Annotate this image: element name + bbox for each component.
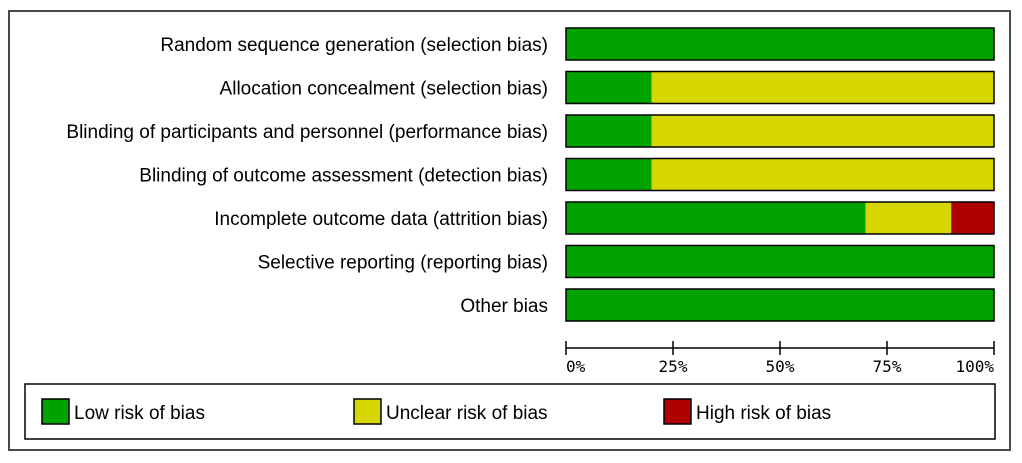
bar-segment-low-risk-of-bias — [566, 289, 994, 321]
category-label: Allocation concealment (selection bias) — [220, 79, 548, 100]
legend-box — [24, 383, 996, 440]
category-label: Selective reporting (reporting bias) — [258, 253, 548, 274]
bar-segment-low-risk-of-bias — [566, 158, 652, 191]
bar-segment-unclear-risk-of-bias — [865, 202, 952, 234]
bar-segment-low-risk-of-bias — [566, 28, 994, 60]
legend-swatch — [353, 398, 382, 425]
x-tick-label: 25% — [659, 357, 688, 376]
category-label: Incomplete outcome data (attrition bias) — [214, 209, 548, 230]
bar-outline — [565, 157, 995, 192]
legend-label: Unclear risk of bias — [386, 403, 548, 424]
bar-segment-low-risk-of-bias — [566, 245, 994, 278]
category-label: Random sequence generation (selection bi… — [160, 35, 548, 56]
category-label: Other bias — [460, 296, 548, 317]
bar-outline — [565, 244, 995, 279]
legend-label: Low risk of bias — [74, 403, 205, 424]
legend-swatch — [663, 398, 692, 425]
x-tick-label: 0% — [566, 357, 586, 376]
bar-outline — [565, 70, 995, 105]
bar-segment-low-risk-of-bias — [566, 115, 652, 147]
x-tick-label: 75% — [873, 357, 902, 376]
bar-segment-unclear-risk-of-bias — [651, 158, 994, 191]
bar-segment-high-risk-of-bias — [951, 202, 994, 234]
bar-segment-unclear-risk-of-bias — [651, 71, 994, 104]
x-tick-label: 100% — [955, 357, 994, 376]
bar-segment-low-risk-of-bias — [566, 71, 652, 104]
bar-outline — [565, 114, 995, 148]
bar-segment-low-risk-of-bias — [566, 202, 866, 234]
legend-label: High risk of bias — [696, 403, 831, 424]
category-label: Blinding of participants and personnel (… — [66, 122, 548, 143]
x-tick-label: 50% — [766, 357, 795, 376]
category-label: Blinding of outcome assessment (detectio… — [139, 166, 548, 187]
bar-outline — [565, 27, 995, 61]
bar-segment-unclear-risk-of-bias — [651, 115, 994, 147]
legend-swatch — [41, 398, 70, 425]
bar-outline — [565, 201, 995, 235]
bar-outline — [565, 288, 995, 322]
